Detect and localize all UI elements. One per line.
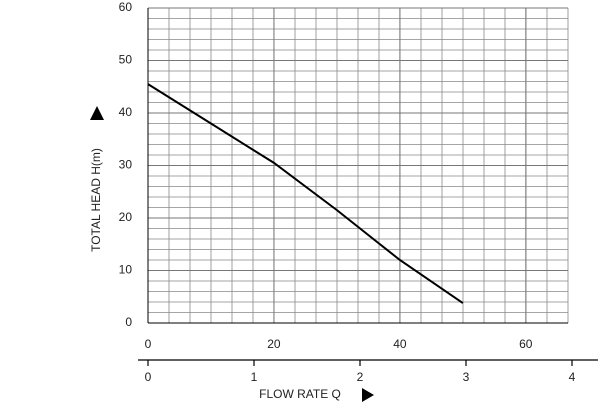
y-tick-label: 50 [119,53,133,67]
y-tick-label: 40 [119,105,133,119]
y-tick-label: 10 [119,263,133,277]
x-arrow [362,388,374,402]
curve [147,83,464,304]
x-axis-label: FLOW RATE Q [259,387,341,401]
x-tick-label: 40 [393,337,407,351]
y-axis-label: TOTAL HEAD H(m) [89,148,103,252]
y-tick-label: 20 [119,210,133,224]
x2-tick-label: 0 [145,370,152,384]
y-tick-label: 30 [119,158,133,172]
y-tick-label: 60 [119,0,133,14]
x-tick-label: 60 [519,337,533,351]
x2-tick-label: 3 [463,370,470,384]
y-tick-label: 0 [125,315,132,329]
x2-tick-label: 4 [569,370,576,384]
y-arrow [90,106,104,120]
x-tick-label: 20 [267,337,281,351]
x2-tick-label: 1 [251,370,258,384]
x-tick-label: 0 [145,337,152,351]
x2-tick-label: 2 [357,370,364,384]
